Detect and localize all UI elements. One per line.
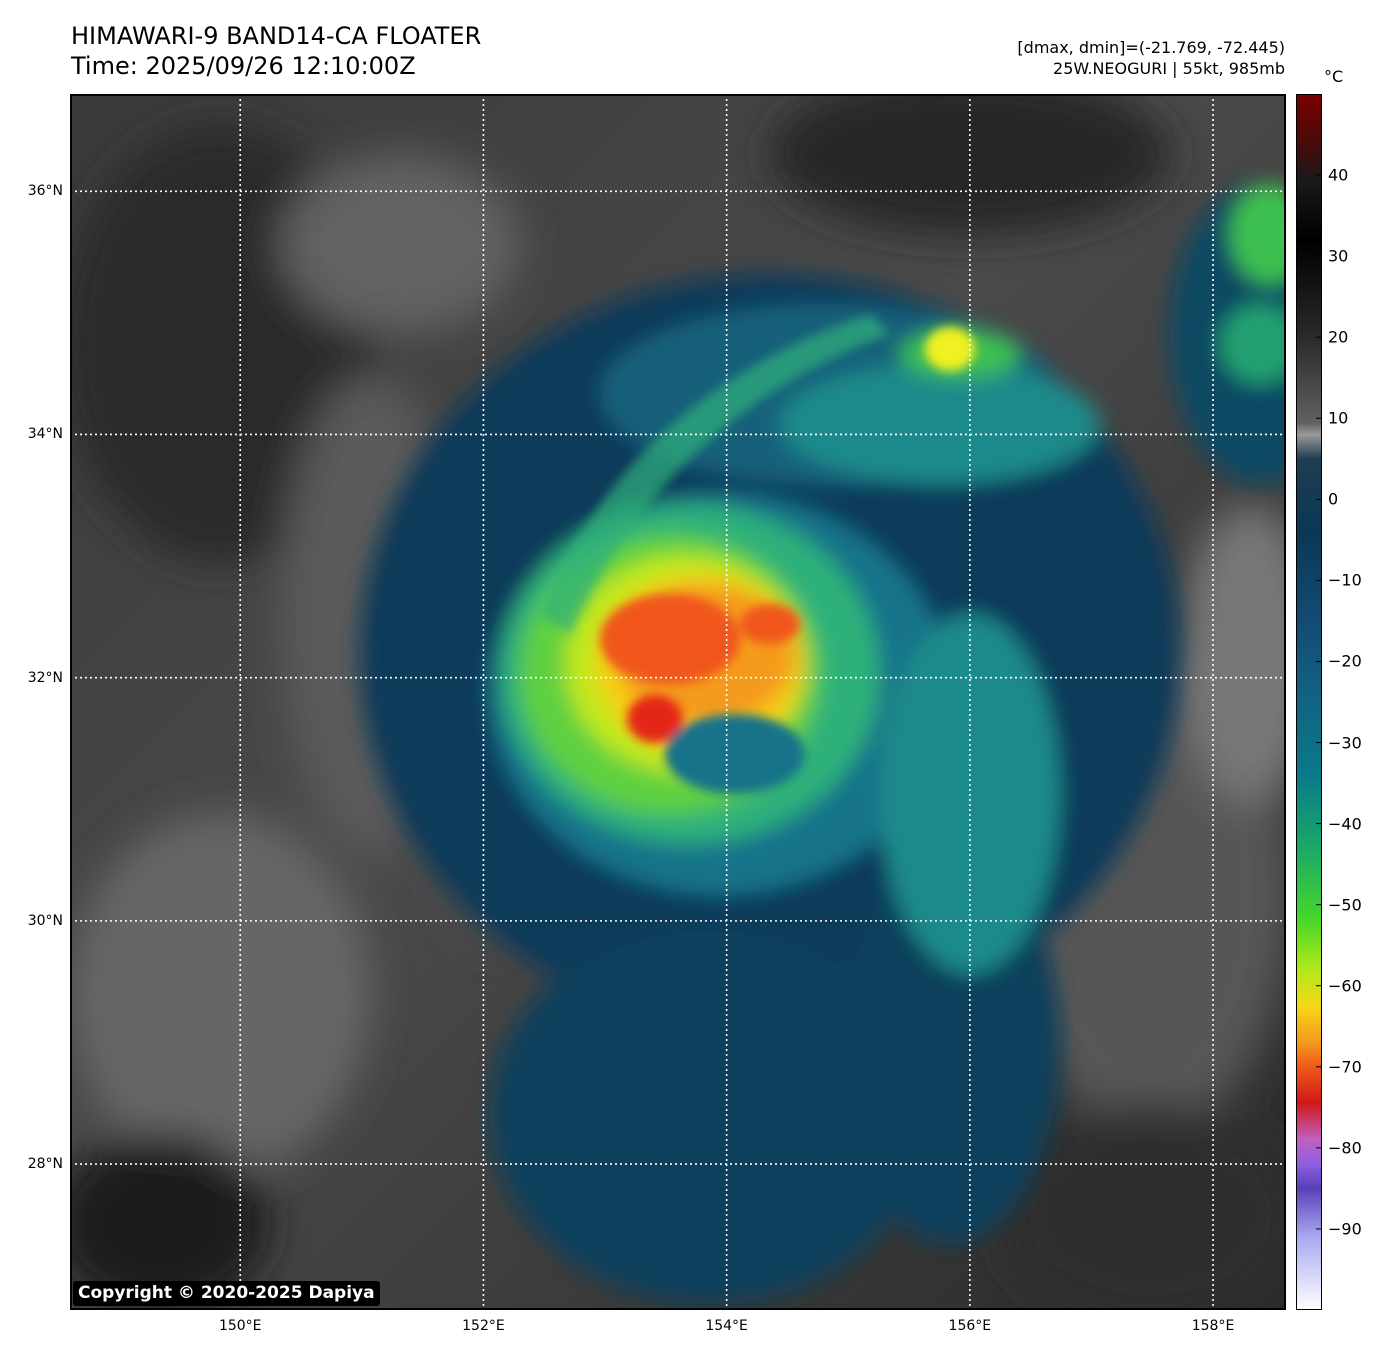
colorbar-tick-label: −50 xyxy=(1328,895,1362,915)
latitude-label: 30°N xyxy=(27,912,63,929)
storm-info-text: 25W.NEOGURI | 55kt, 985mb xyxy=(1053,59,1285,78)
map-frame xyxy=(70,94,1286,1310)
data-range-text: [dmax, dmin]=(-21.769, -72.445) xyxy=(1017,38,1285,57)
latitude-label: 28°N xyxy=(27,1156,63,1173)
colorbar-tick-label: −60 xyxy=(1328,976,1362,996)
colorbar-tick-label: −30 xyxy=(1328,733,1362,753)
colorbar-tick-label: 30 xyxy=(1328,246,1349,266)
colorbar-unit: °C xyxy=(1324,67,1344,86)
satellite-map xyxy=(70,94,1286,1310)
latitude-label: 32°N xyxy=(27,669,63,686)
satellite-imagery xyxy=(70,94,1286,1310)
map-time: Time: 2025/09/26 12:10:00Z xyxy=(71,52,416,80)
longitude-label: 156°E xyxy=(948,1318,992,1334)
longitude-label: 158°E xyxy=(1191,1318,1235,1334)
colorbar-tick-label: −10 xyxy=(1328,570,1362,590)
colorbar xyxy=(1296,94,1322,1310)
longitude-label: 150°E xyxy=(218,1318,262,1334)
colorbar-tick-label: 20 xyxy=(1328,327,1349,347)
colorbar-gradient xyxy=(1296,94,1322,1310)
colorbar-ticks xyxy=(1316,174,1322,1230)
colorbar-tick-label: 40 xyxy=(1328,165,1349,185)
colorbar-tick-label: 10 xyxy=(1328,408,1349,428)
colorbar-tick-label: 0 xyxy=(1328,489,1339,509)
colorbar-tick-label: −70 xyxy=(1328,1057,1362,1077)
copyright-notice: Copyright © 2020-2025 Dapiya xyxy=(73,1281,380,1306)
colorbar-tick-label: −80 xyxy=(1328,1138,1362,1158)
colorbar-tick-label: −20 xyxy=(1328,651,1362,671)
colorbar-tick-label: −90 xyxy=(1328,1219,1362,1239)
latitude-label: 34°N xyxy=(27,426,63,443)
longitude-label: 152°E xyxy=(462,1318,505,1334)
longitude-label: 154°E xyxy=(705,1318,748,1334)
colorbar-tick-label: −40 xyxy=(1328,814,1362,834)
latitude-label: 36°N xyxy=(27,183,63,200)
map-title: HIMAWARI-9 BAND14-CA FLOATER xyxy=(71,22,482,50)
